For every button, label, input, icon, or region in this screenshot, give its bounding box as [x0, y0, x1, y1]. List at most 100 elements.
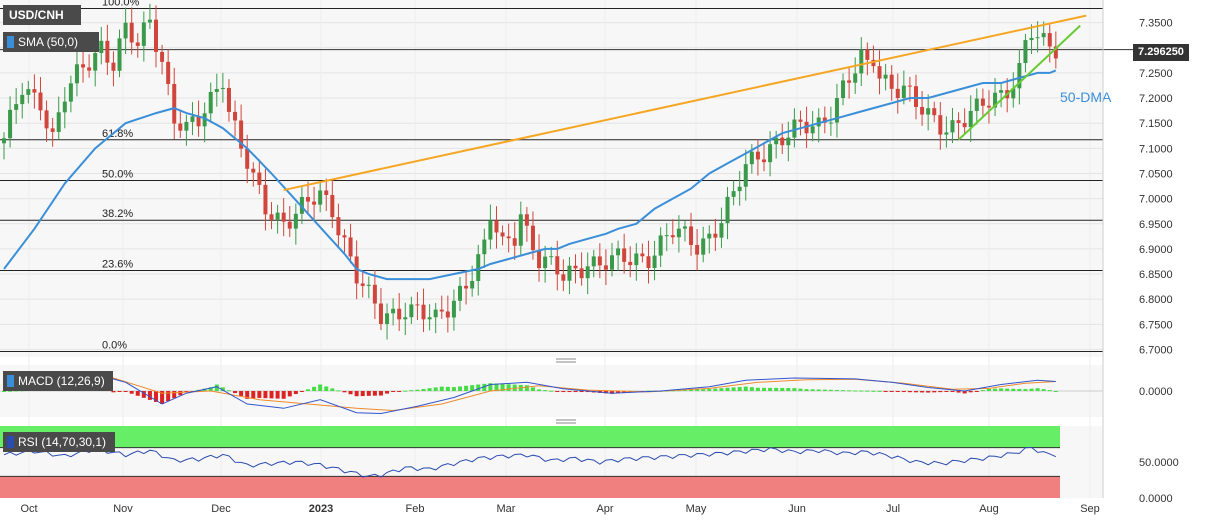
- macd-histogram-bar: [907, 391, 912, 393]
- candle-body: [239, 120, 244, 149]
- candle-body: [555, 256, 560, 275]
- candle-body: [93, 53, 98, 71]
- candle-body: [828, 122, 833, 124]
- sma-indicator-label[interactable]: SMA (50,0): [3, 32, 99, 52]
- panel-divider-handles[interactable]: [556, 358, 576, 424]
- candle-body: [196, 116, 201, 127]
- time-tick-label: Sep: [1080, 503, 1100, 515]
- macd-histogram-bar: [360, 391, 365, 397]
- macd-histogram-bar: [974, 391, 979, 392]
- candle-body: [32, 89, 37, 93]
- candle-body: [14, 104, 19, 110]
- macd-histogram-bar: [251, 391, 256, 399]
- macd-histogram-bar: [1023, 389, 1028, 391]
- macd-histogram-bar: [719, 388, 724, 391]
- macd-histogram-bar: [816, 389, 821, 391]
- candle-body: [822, 117, 827, 123]
- candle-body: [792, 119, 797, 138]
- candle-body: [719, 223, 724, 238]
- candle-body: [883, 74, 888, 79]
- macd-histogram-bar: [616, 391, 621, 394]
- candle-body: [798, 119, 803, 122]
- candle-body: [111, 62, 116, 71]
- time-tick-label: Feb: [406, 503, 425, 515]
- candle-body: [409, 304, 414, 318]
- candle-body: [141, 22, 146, 46]
- macd-histogram-bar: [749, 387, 754, 391]
- price-tick-label: 7.1500: [1139, 118, 1173, 130]
- candle-body: [372, 284, 377, 304]
- macd-histogram-bar: [366, 391, 371, 396]
- candle-body: [184, 121, 189, 131]
- macd-histogram-bar: [792, 388, 797, 391]
- macd-histogram-bar: [695, 389, 700, 391]
- macd-histogram-bar: [810, 389, 815, 391]
- candle-body: [445, 311, 450, 318]
- candle-body: [439, 309, 444, 312]
- candle-body: [749, 151, 754, 165]
- macd-histogram-bar: [561, 391, 566, 393]
- macd-histogram-bar: [257, 391, 262, 398]
- resistance-trendline: [283, 14, 1087, 192]
- price-tick-label: 6.8000: [1139, 294, 1173, 306]
- candle-body: [2, 138, 6, 144]
- price-tick-label: 6.7000: [1139, 344, 1173, 356]
- candle-body: [178, 123, 183, 131]
- time-tick-label: Dec: [211, 503, 231, 515]
- candle-body: [518, 214, 523, 246]
- macd-histogram-bar: [470, 385, 475, 391]
- macd-histogram-bar: [330, 388, 335, 391]
- candle-body: [543, 256, 548, 269]
- candle-body: [786, 137, 791, 146]
- candle-body: [743, 164, 748, 187]
- macd-histogram-bar: [682, 389, 687, 391]
- candle-body: [160, 51, 165, 62]
- candle-body: [914, 86, 918, 107]
- candle-body: [962, 122, 967, 128]
- instrument-label[interactable]: USD/CNH: [3, 5, 81, 25]
- fib-level-label: 23.6%: [102, 259, 133, 271]
- macd-histogram-bar: [725, 387, 730, 391]
- rsi-line: [3, 446, 1057, 478]
- rsi-indicator-label[interactable]: RSI (14,70,30,1): [3, 432, 115, 452]
- candle-body: [901, 85, 906, 99]
- macd-histogram-bar: [610, 391, 614, 394]
- time-tick-label: Aug: [979, 503, 999, 515]
- candle-body: [616, 248, 621, 256]
- macd-histogram-bar: [895, 391, 900, 392]
- sma-50-line: [3, 69, 1057, 281]
- candle-body: [421, 304, 426, 320]
- macd-histogram-bar: [372, 391, 377, 396]
- macd-histogram-bar: [154, 391, 158, 402]
- macd-histogram-bar: [579, 391, 584, 393]
- candle-body: [816, 117, 821, 127]
- candle-body: [573, 265, 578, 269]
- candle-body: [591, 256, 596, 267]
- time-tick-label: Oct: [20, 503, 37, 515]
- candle-body: [26, 89, 31, 95]
- candle-body: [622, 248, 627, 262]
- macd-histogram-bar: [214, 384, 219, 391]
- macd-histogram-bar: [804, 389, 809, 391]
- macd-histogram-bar: [585, 391, 590, 393]
- macd-histogram-bar: [269, 391, 274, 399]
- candle-body: [579, 268, 584, 279]
- candle-body: [537, 250, 542, 269]
- candle-body: [38, 92, 43, 111]
- macd-histogram-bar: [980, 390, 985, 392]
- candle-body: [695, 244, 700, 255]
- macd-histogram-bar: [841, 390, 846, 392]
- macd-histogram-bar: [458, 386, 462, 391]
- price-tick-label: 6.7500: [1139, 319, 1173, 331]
- candle-body: [841, 80, 846, 99]
- candle-body: [172, 83, 177, 124]
- candle-body: [299, 196, 304, 214]
- time-tick-label: Nov: [113, 503, 133, 515]
- macd-indicator-label[interactable]: MACD (12,26,9): [3, 371, 113, 391]
- candle-body: [871, 59, 876, 67]
- macd-histogram-bar: [220, 387, 225, 391]
- macd-histogram-bar: [166, 391, 171, 402]
- candle-body: [324, 190, 329, 195]
- candle-body: [907, 85, 912, 87]
- candle-body: [634, 253, 639, 266]
